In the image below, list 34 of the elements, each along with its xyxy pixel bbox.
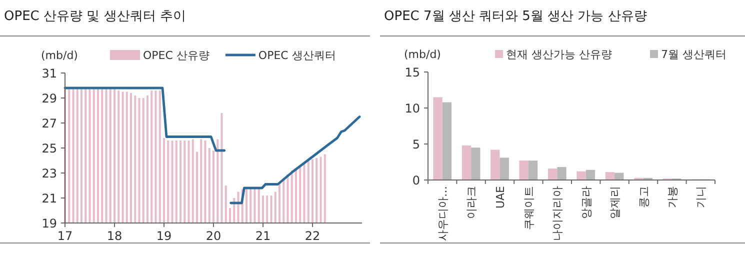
chart-title: OPEC 산유량 및 생산쿼터 추이	[4, 9, 186, 24]
y-tick-label: 15	[404, 66, 420, 80]
x-tick-label: 22	[304, 229, 320, 243]
x-tick-label: 20	[206, 229, 222, 243]
y-tick-label: 29	[42, 92, 57, 106]
x-tick-label: 19	[156, 229, 172, 243]
x-tick-label: 17	[57, 229, 73, 243]
x-tick-label: 사우디아…	[436, 186, 450, 241]
legend-label: OPEC 생산쿼터	[258, 49, 336, 62]
x-tick-label: 앙골라	[580, 186, 593, 219]
x-tick-label: 이라크	[465, 186, 478, 219]
y-tick-label: 25	[42, 142, 57, 156]
x-tick-label: 18	[106, 229, 122, 243]
y-tick-label: 23	[42, 166, 57, 180]
y-tick-label: 31	[42, 66, 57, 80]
y-tick-label: 19	[42, 216, 57, 230]
x-tick-label: 쿠웨이트	[522, 186, 536, 230]
legend-label: 7월 생산쿼터	[661, 48, 726, 61]
x-tick-label: 알제리	[608, 186, 622, 219]
x-tick-label: 가봉	[666, 186, 679, 208]
y-axis-title: (mb/d)	[404, 48, 441, 61]
y-tick-label: 27	[42, 116, 57, 130]
x-tick-label: 21	[255, 229, 271, 243]
legend-label: 현재 생산가능 산유량	[506, 48, 612, 61]
legend-label: OPEC 산유량	[143, 49, 210, 62]
y-axis-title: (mb/d)	[41, 49, 78, 62]
y-tick-label: 10	[404, 102, 420, 116]
x-tick-label: 콩고	[637, 186, 650, 208]
x-tick-label: 나이지리아	[551, 186, 564, 241]
y-tick-label: 5	[412, 138, 420, 152]
x-tick-label: 기니	[694, 186, 708, 208]
y-tick-label: 0	[412, 174, 420, 188]
chart-title: OPEC 7월 생산 쿼터와 5월 생산 가능 산유량	[384, 9, 647, 24]
x-tick-label: UAE	[494, 186, 507, 209]
